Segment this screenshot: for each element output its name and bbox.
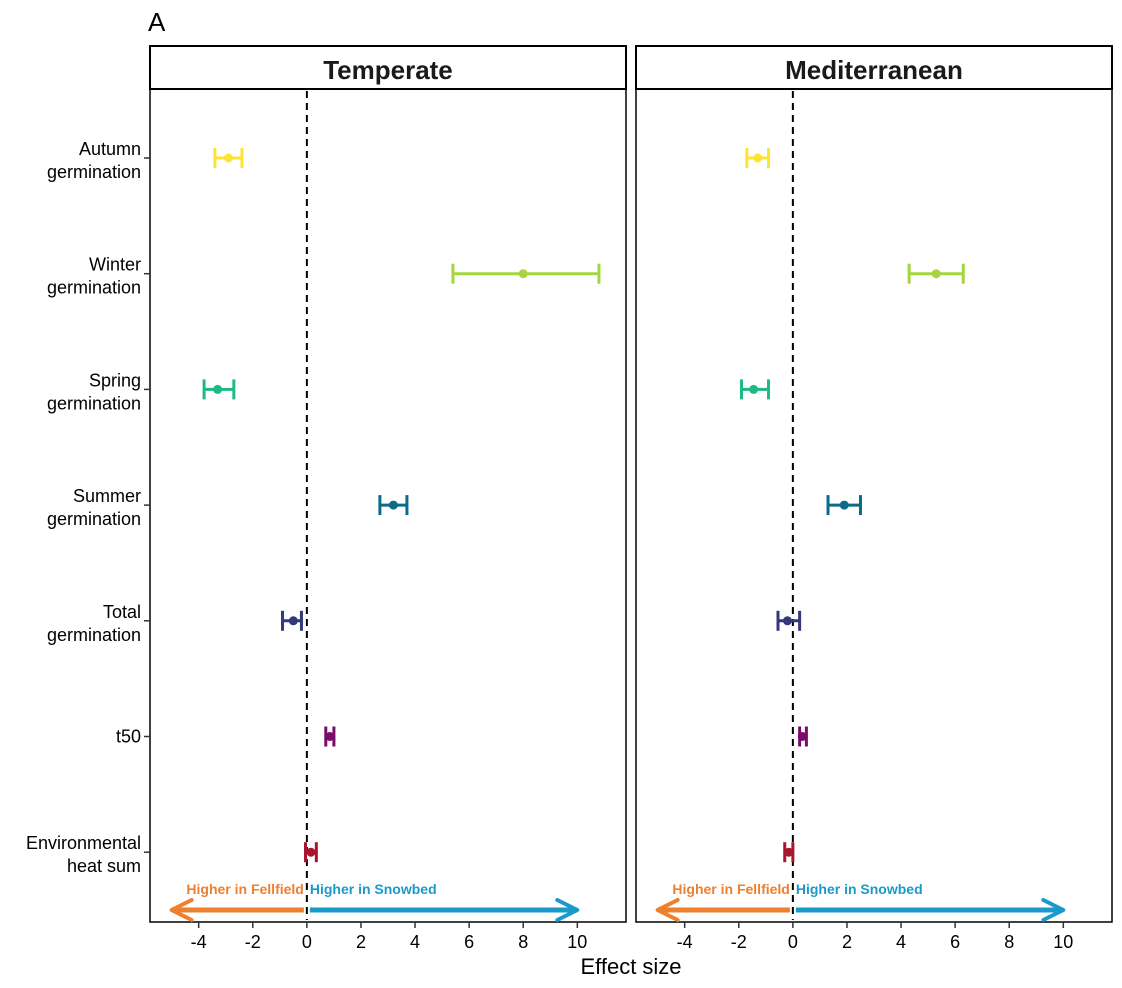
x-axis-title: Effect size [580,954,681,979]
effect-point [931,269,941,279]
y-tick-label: Environmental [26,833,141,853]
panel-title: Temperate [323,55,453,85]
effect-point [797,732,807,741]
fellfield-arrow-label: Higher in Fellfield [186,881,303,897]
y-tick-label: Summer [73,486,141,506]
x-tick-label: -4 [677,932,693,952]
effect-point [839,500,849,510]
x-tick-label: 0 [788,932,798,952]
y-tick-label: germination [47,509,141,529]
x-tick-label: -4 [191,932,207,952]
effect-point [782,616,792,626]
effect-point [753,153,763,163]
effect-point [325,732,335,741]
x-tick-label: 6 [950,932,960,952]
panel-border [635,88,1113,923]
effect-point [388,500,398,510]
x-tick-label: 4 [896,932,906,952]
y-tick-label: heat sum [67,856,141,876]
x-tick-label: 0 [302,932,312,952]
effect-point [784,847,794,857]
effect-point [223,153,233,163]
panel-title: Mediterranean [785,55,963,85]
effect-point [213,384,223,394]
x-tick-label: 2 [842,932,852,952]
panel-strip [635,45,1113,90]
y-tick-label: Autumn [79,139,141,159]
x-tick-label: -2 [731,932,747,952]
y-tick-label: t50 [116,727,141,747]
x-tick-label: 2 [356,932,366,952]
y-tick-label: Total [103,602,141,622]
x-tick-label: 8 [518,932,528,952]
x-tick-label: 10 [1053,932,1073,952]
y-tick-label: germination [47,393,141,413]
snowbed-arrow-label: Higher in Snowbed [796,881,923,897]
x-tick-label: 4 [410,932,420,952]
effect-point [749,384,759,394]
x-tick-label: -2 [245,932,261,952]
panel-label: A [148,7,166,37]
x-tick-label: 6 [464,932,474,952]
x-tick-label: 8 [1004,932,1014,952]
x-tick-label: 10 [567,932,587,952]
effect-point [518,269,528,279]
y-tick-label: germination [47,278,141,298]
y-tick-label: germination [47,625,141,645]
y-tick-label: Winter [89,255,141,275]
snowbed-arrow-label: Higher in Snowbed [310,881,437,897]
fellfield-arrow-label: Higher in Fellfield [672,881,789,897]
y-tick-label: Spring [89,370,141,390]
effect-point [288,616,298,626]
panel-strip [149,45,627,90]
effect-point [306,847,316,857]
y-tick-label: germination [47,162,141,182]
